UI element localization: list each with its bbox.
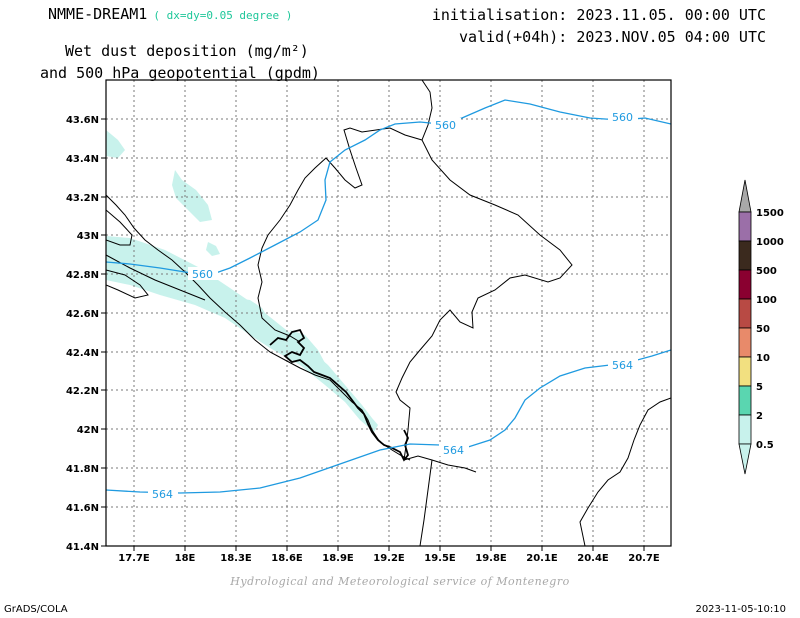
lat-tick-label: 42.2N [66,386,99,397]
colorbar-label: 10 [756,353,770,364]
colorbar-label: 1000 [756,237,784,248]
valid-time: valid(+04h): 2023.NOV.05 04:00 UTC [458,28,766,46]
contour-label-560-c: 560 [612,111,633,124]
map-plot-area: 560 560 560 564 564 564 [106,80,671,546]
lat-tick-label: 43N [77,231,99,242]
model-title: NMME-DREAM1 ( dx=dy=0.05 degree ) [48,5,292,23]
lat-tick-label: 42N [77,425,99,436]
lon-tick-label: 18.9E [322,553,354,564]
lat-tick-label: 42.4N [66,348,99,359]
variable-title-line2: and 500 hPa geopotential (gpdm) [40,64,320,82]
colorbar-label: 50 [756,324,770,335]
colorbar-swatch [738,385,752,416]
lon-tick-label: 20.1E [526,553,558,564]
colorbar-label: 0.5 [756,440,774,451]
resolution-label: ( dx=dy=0.05 degree ) [153,9,293,22]
colorbar-swatch [738,240,752,271]
coastline [269,328,409,462]
colorbar-swatch [738,298,752,329]
lat-tick-label: 41.8N [66,464,99,475]
colorbar-labels: 1500 1000 500 100 50 10 5 2 0.5 [756,208,784,451]
model-name: NMME-DREAM1 [48,5,148,23]
lon-tick-label: 19.5E [424,553,456,564]
lat-tick-label: 42.6N [66,309,99,320]
colorbar-top-arrow [738,179,752,213]
tick-marks [101,118,645,551]
colorbar-label: 1500 [756,208,784,219]
init-time: initialisation: 2023.11.05. 00:00 UTC [431,6,766,24]
colorbar-label: 100 [756,295,777,306]
graticule [106,80,671,546]
colorbar-swatch [738,414,752,445]
lon-tick-label: 18.3E [220,553,252,564]
colorbar-swatch [738,211,752,242]
geopotential-contours [106,99,671,494]
longitude-labels: 17.7E 18E 18.3E 18.6E 18.9E 19.2E 19.5E … [118,553,660,564]
colorbar-bottom-arrow [738,443,752,475]
lat-tick-label: 41.6N [66,503,99,514]
footer-software: GrADS/COLA [4,604,68,615]
colorbar-label: 500 [756,266,777,277]
lat-tick-label: 41.4N [66,542,99,553]
contour-label-564-a: 564 [612,359,633,372]
colorbar-label: 5 [756,382,763,393]
contour-label-560-a: 560 [192,268,213,281]
colorbar-swatch [738,269,752,300]
lat-tick-label: 43.6N [66,115,99,126]
colorbar-swatch [738,356,752,387]
contour-label-560-b: 560 [435,119,456,132]
lon-tick-label: 20.7E [628,553,660,564]
lon-tick-label: 19.8E [475,553,507,564]
contour-labels: 560 560 560 564 564 564 [148,110,638,501]
colorbar [738,179,752,475]
variable-title-line1: Wet dust deposition (mg/m²) [65,42,309,60]
latitude-labels: 43.6N 43.4N 43.2N 43N 42.8N 42.6N 42.4N … [66,115,99,553]
dust-deposition-shading [106,130,378,432]
colorbar-label: 2 [756,411,763,422]
lat-tick-label: 43.4N [66,154,99,165]
credit-line: Hydrological and Meteorological service … [230,575,570,588]
lon-tick-label: 19.2E [373,553,405,564]
colorbar-swatch [738,327,752,358]
lat-tick-label: 42.8N [66,270,99,281]
contour-label-564-c: 564 [152,488,173,501]
lat-tick-label: 43.2N [66,193,99,204]
lon-tick-label: 18E [175,553,196,564]
lon-tick-label: 18.6E [271,553,303,564]
lon-tick-label: 17.7E [118,553,150,564]
contour-label-564-b: 564 [443,444,464,457]
footer-timestamp: 2023-11-05-10:10 [695,604,786,615]
lon-tick-label: 20.4E [577,553,609,564]
